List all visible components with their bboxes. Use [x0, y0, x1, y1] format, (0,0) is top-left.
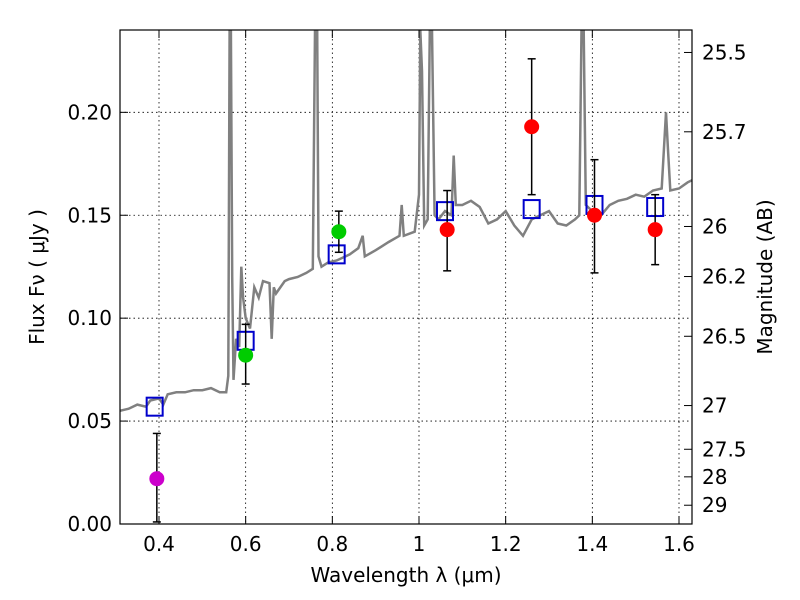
x-axis-label: Wavelength λ (μm) — [310, 563, 501, 587]
mag-tick-label: 26.2 — [702, 265, 747, 289]
model-square-marker — [327, 244, 346, 265]
x-tick-label: 0.8 — [316, 532, 348, 556]
data-point-marker — [647, 222, 663, 238]
plot-frame — [119, 29, 693, 525]
axis-ticks: 0.4 0.6 0.8 1 1.2 1.4 1.6 0.00 0.05 0.10 0.15 0.20 2… — [67, 30, 747, 556]
mag-tick-label: 28 — [702, 465, 727, 489]
data-point-marker — [238, 347, 254, 363]
model-square-marker — [436, 201, 454, 222]
mag-tick-label: 26 — [702, 214, 727, 238]
x-tick-label: 0.6 — [230, 532, 262, 556]
x-tick-label: 1.4 — [576, 532, 608, 556]
data-point-marker — [524, 119, 540, 135]
mag-tick-label: 25.7 — [702, 120, 747, 144]
x-tick-label: 1 — [413, 532, 426, 556]
y-tick-label: 0.00 — [67, 512, 112, 536]
template-spectrum-line — [120, 30, 692, 413]
data-point-marker — [439, 222, 455, 238]
x-tick-label: 1.6 — [663, 532, 695, 556]
grid — [120, 30, 692, 525]
plot-area — [120, 30, 692, 523]
y-tick-label: 0.10 — [67, 306, 112, 330]
mag-tick-label: 27 — [702, 394, 727, 418]
x-tick-label: 1.2 — [490, 532, 522, 556]
data-point-marker — [149, 471, 165, 487]
y-tick-label: 0.05 — [67, 409, 112, 433]
mag-tick-label: 29 — [702, 493, 727, 517]
mag-tick-label: 26.5 — [702, 324, 747, 348]
y-tick-label: 0.15 — [67, 203, 112, 227]
y-axis-label: Flux Fν ( μJy ) — [25, 209, 49, 345]
model-square-marker — [145, 396, 164, 417]
model-square-marker — [522, 199, 541, 220]
data-point-marker — [587, 207, 602, 223]
y-tick-label: 0.20 — [67, 100, 112, 124]
data-point-marker — [331, 224, 347, 240]
y2-axis-label: Magnitude (AB) — [753, 199, 777, 354]
mag-tick-label: 25.5 — [702, 40, 747, 64]
x-tick-label: 0.4 — [143, 532, 175, 556]
mag-tick-label: 27.5 — [702, 437, 747, 461]
